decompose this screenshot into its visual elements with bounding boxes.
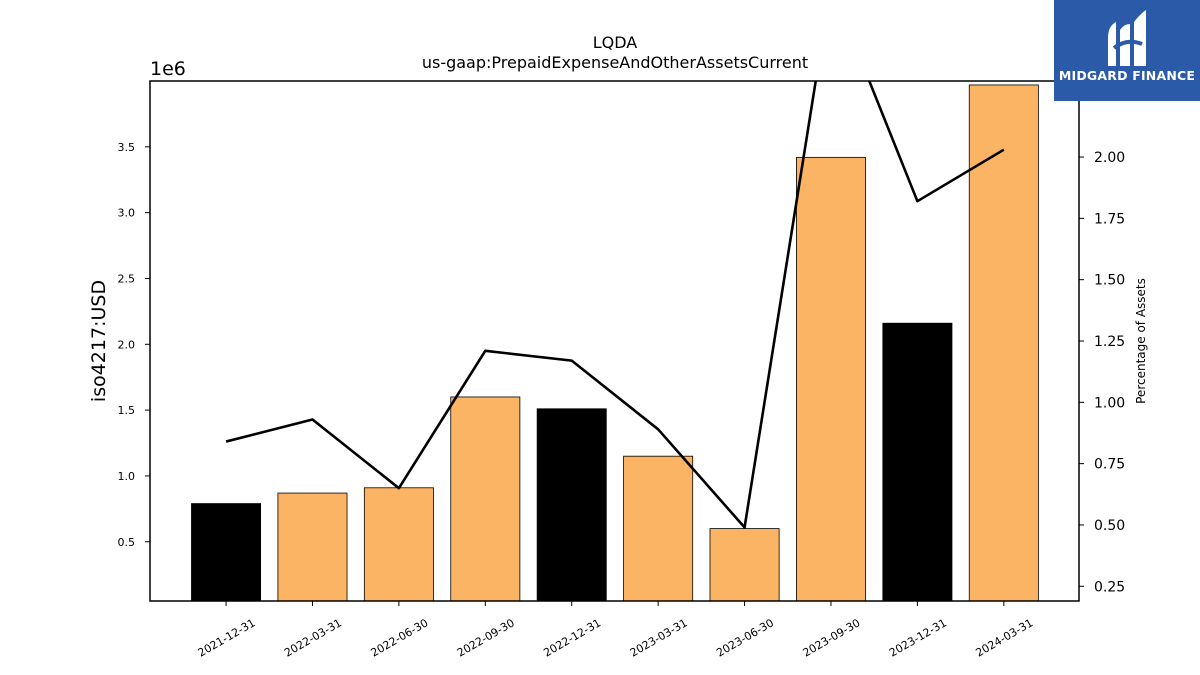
chart-subtitle: us-gaap:PrepaidExpenseAndOtherAssetsCurr… [422, 53, 808, 72]
midgard-finance-logo: MIDGARD FINANCE [1054, 0, 1200, 101]
bar-2022-09-30 [450, 396, 521, 601]
y-tick-label: 1.5 [118, 404, 136, 417]
bar-2024-03-31 [968, 84, 1039, 601]
midgard-logo-icon [1108, 10, 1146, 66]
x-tick-label: 2021-12-31 [196, 616, 258, 659]
x-tick-label: 2022-12-31 [541, 616, 603, 659]
percentage-of-assets-line [225, 81, 1005, 529]
y-offset-label: 1e6 [150, 58, 186, 80]
y-tick-label: 2.0 [118, 338, 136, 351]
bar-2023-03-31 [623, 455, 694, 601]
y-tick-label: 2.5 [118, 272, 136, 285]
y-tick-label: 1.0 [118, 470, 136, 483]
y-tick-label: 0.5 [118, 536, 136, 549]
y2-tick-label: 1.25 [1094, 334, 1125, 350]
x-tick-label: 2022-03-31 [282, 616, 344, 659]
x-tick-label: 2023-03-31 [628, 616, 690, 659]
bar-2022-12-31 [536, 408, 607, 601]
bar-2023-09-30 [796, 156, 866, 601]
y-tick-label: 3.0 [118, 207, 136, 220]
plot-frame [149, 80, 1080, 602]
y2-tick-label: 1.50 [1094, 273, 1125, 289]
y2-tick-label: 0.25 [1094, 579, 1125, 595]
x-tick-label: 2024-03-31 [973, 616, 1035, 659]
y2-tick-label: 1.75 [1094, 211, 1125, 227]
logo-text: MIDGARD FINANCE [1058, 68, 1196, 83]
x-tick-label: 2023-09-30 [801, 616, 863, 659]
y2-tick-label: 1.00 [1094, 395, 1125, 411]
y2-tick-label: 0.75 [1094, 457, 1125, 473]
x-tick-label: 2022-06-30 [369, 616, 431, 659]
y2-axis-label: Percentage of Assets [1134, 278, 1148, 404]
x-tick-label: 2023-06-30 [714, 616, 776, 659]
x-tick-label: 2023-12-31 [887, 616, 949, 659]
y-tick-label: 3.5 [118, 141, 136, 154]
y2-tick-label: 0.50 [1094, 518, 1125, 534]
y-axis-label: iso4217:USD [88, 280, 110, 402]
bar-2023-12-31 [882, 322, 953, 601]
x-tick-label: 2022-09-30 [455, 616, 517, 659]
bar-2022-06-30 [363, 487, 434, 601]
chart-title: LQDA [593, 33, 638, 52]
bar-2023-06-30 [709, 528, 780, 601]
y2-tick-label: 2.00 [1094, 150, 1125, 166]
bar-2022-03-31 [277, 492, 348, 601]
bar-2021-12-31 [191, 503, 262, 601]
